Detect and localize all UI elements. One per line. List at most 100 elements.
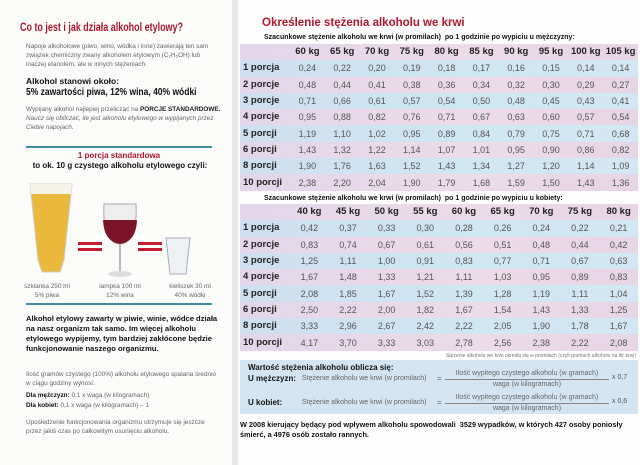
right-footer: W 2008 kierujący będący pod wpływem alko…: [240, 420, 625, 439]
numerator: Ilość wypitego czystego alkoholu (w gram…: [445, 369, 609, 380]
table-cell: 0,50: [472, 96, 491, 107]
men-bac-table: 60 kg 65 kg 70 kg 75 kg 80 kg 85 kg 90 kg 95 kg…: [240, 44, 638, 191]
row-label: 5 porcji: [243, 287, 277, 299]
formula-women-fraction: Ilość wypitego czystego alkoholu (w gram…: [445, 393, 609, 413]
table-cell: 0,54: [611, 112, 630, 123]
drink-wine-label: lampka 100 ml 12% wina: [88, 282, 152, 300]
table-cell: 2,08: [609, 337, 628, 348]
table-cell: 1,82: [416, 304, 435, 315]
table-cell: 0,95: [403, 128, 421, 139]
table-cell: 1,04: [609, 288, 628, 299]
table-cell: 0,14: [611, 63, 630, 74]
table-row: 10 porcji 2,38 2,20 2,04 1,90 1,79 1,68 1,59 1,5…: [240, 174, 638, 191]
table-cell: 1,90: [298, 161, 317, 172]
table-cell: 1,02: [368, 128, 386, 139]
men-burn: Dla mężczyzn: 0,1 x waga (w kilogramach): [26, 391, 149, 400]
table-cell: 1,43: [532, 304, 551, 315]
drink-strength: 5% piwa: [34, 292, 60, 299]
row-label: 3 porcje: [243, 255, 280, 267]
table-cell: 0,82: [611, 144, 630, 155]
table-cell: 2,05: [493, 321, 512, 332]
formula-women-eq: =: [437, 398, 442, 407]
row-label: 2 porcje: [243, 78, 280, 90]
row-label: 3 porcje: [243, 95, 280, 107]
table-cell: 1,27: [507, 161, 525, 172]
table-cell: 1,32: [333, 144, 351, 155]
row-label: 10 porcji: [243, 176, 283, 188]
table-cell: 0,95: [298, 112, 317, 123]
table-cell: 2,08: [300, 288, 319, 299]
corner-cell: [240, 44, 290, 60]
table-cell: 0,18: [437, 63, 456, 74]
formula-women-label: U kobiet:: [248, 398, 283, 407]
table-cell: 1,67: [455, 304, 473, 315]
table-cell: 1,79: [437, 177, 456, 188]
table-cell: 1,11: [571, 288, 589, 299]
row-label: 4 porcje: [243, 271, 280, 283]
table-cell: 1,19: [298, 128, 317, 139]
table-cell: 1,67: [377, 288, 396, 299]
table-cell: 2,04: [368, 177, 386, 188]
table-cell: 1,20: [542, 161, 560, 172]
standard-label: Wypijany alkohol najlepiej przeliczać na: [26, 106, 139, 113]
table-cell: 0,83: [300, 239, 319, 250]
table-cell: 0,86: [577, 144, 595, 155]
drink-volume: lampka 100 ml: [99, 283, 141, 290]
row-label: 1 porcja: [243, 222, 280, 234]
table-cell: 0,26: [493, 223, 512, 234]
table-cell: 2,96: [339, 321, 357, 332]
men-formula: 0,1 x waga (w kilogramach): [71, 392, 150, 399]
table-cell: 1,10: [333, 128, 351, 139]
table-cell: 0,66: [333, 96, 351, 107]
table-cell: 0,41: [368, 79, 386, 90]
table-cell: 1,43: [437, 161, 456, 172]
header-row: 60 kg 65 kg 70 kg 75 kg 80 kg 85 kg 90 kg 95 kg…: [240, 44, 638, 61]
table-row: 8 porcji 3,33 2,96 2,67 2,42 2,22 2,05 1,90 1,78…: [240, 318, 638, 335]
table-cell: 1,67: [300, 272, 319, 283]
table-cell: 0,20: [368, 63, 386, 74]
equals-sign: [138, 242, 162, 245]
table-row: 6 porcji 1,43 1,32 1,22 1,14 1,07 1,01 0,95 0,90…: [240, 141, 638, 159]
header-row: 40 kg 45 kg 50 kg 55 kg 60 kg 65 kg 70 kg 75 kg…: [240, 204, 638, 221]
table-cell: 0,84: [472, 128, 491, 139]
table-cell: 1,11: [455, 272, 473, 283]
note: Stężenie alkoholu we krwi określa się w …: [445, 353, 636, 359]
table-cell: 0,95: [532, 272, 551, 283]
women-bac-table: 40 kg 45 kg 50 kg 55 kg 60 kg 65 kg 70 kg 75 kg…: [240, 204, 638, 351]
drink-strength: 12% wina: [106, 292, 134, 299]
table-cell: 0,91: [416, 256, 435, 267]
table-cell: 1,28: [493, 288, 512, 299]
table-cell: 0,30: [416, 223, 435, 234]
drink-volume: kieliszek 30 ml: [169, 283, 211, 290]
table-cell: 2,42: [416, 321, 435, 332]
table-cell: 0,45: [542, 96, 560, 107]
table-cell: 0,37: [339, 223, 357, 234]
table-row: 4 porcje 1,67 1,48 1,33 1,21 1,11 1,03 0,95 0,89…: [240, 269, 638, 286]
column-header: 60 kg: [451, 206, 477, 218]
table-row: 1 porcja 0,42 0,37 0,33 0,30 0,28 0,26 0,24 0,22…: [240, 220, 638, 237]
drink-beer-label: szklanka 250 ml 5% piwa: [12, 282, 82, 300]
table-cell: 1,09: [611, 161, 630, 172]
table-cell: 0,16: [507, 63, 525, 74]
table-cell: 0,95: [507, 144, 525, 155]
men-label: Dla mężczyzn:: [26, 392, 70, 399]
table-cell: 2,00: [377, 304, 396, 315]
wine-glass-icon: [103, 203, 137, 277]
formula-box: Wartość stężenia alkoholu oblicza się: U…: [240, 360, 638, 414]
left-title: Co to jest i jak działa alkohol etylowy?: [20, 22, 183, 34]
table-cell: 0,42: [609, 239, 628, 250]
left-page: Co to jest i jak działa alkohol etylowy?…: [0, 0, 232, 465]
women-label: Dla kobiet:: [26, 402, 59, 409]
women-formula: 0,1 x waga (w kilogramach) – 1: [60, 402, 149, 409]
table-cell: 0,38: [403, 79, 421, 90]
table-cell: 3,03: [416, 337, 435, 348]
table-cell: 1,03: [493, 272, 512, 283]
equals-sign: [138, 248, 162, 251]
table-cell: 1,14: [577, 161, 595, 172]
formula-men-eq: =: [437, 374, 442, 383]
table-cell: 0,57: [577, 112, 595, 123]
row-label: 8 porcji: [243, 320, 277, 332]
table-cell: 2,22: [339, 304, 357, 315]
standard-bold: PORCJE STANDARDOWE.: [139, 106, 221, 113]
column-header: 65 kg: [490, 206, 515, 218]
